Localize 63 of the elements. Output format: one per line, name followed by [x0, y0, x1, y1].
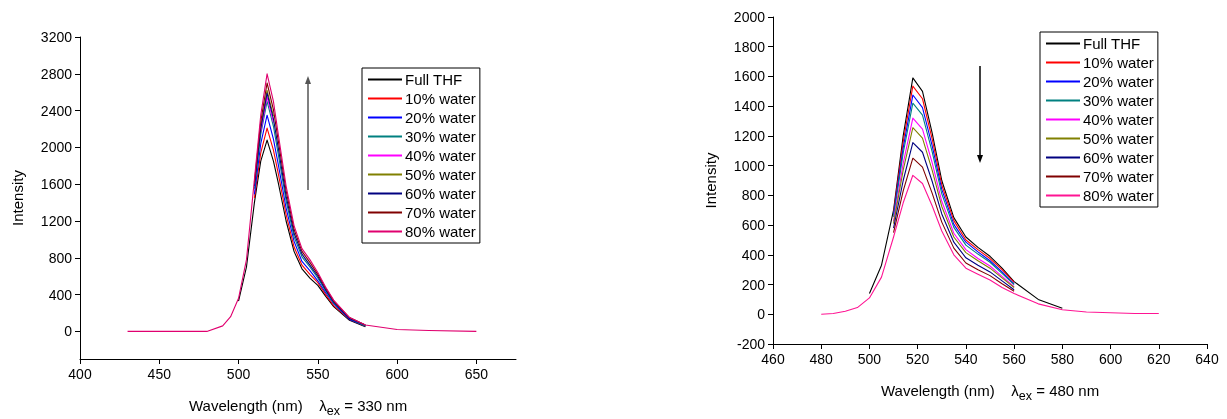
x-tick-label: 650: [464, 366, 489, 382]
y-tick-label: 400: [48, 286, 73, 303]
legend-label: 50% water: [1083, 130, 1154, 147]
x-axis-title: Wavelength (nm) λ$_{ex}$ = 480 nm: [881, 382, 1100, 403]
x-tick-label: 500: [857, 351, 882, 367]
x-tick-label: 560: [1002, 351, 1026, 367]
legend-label: Full THF: [1083, 35, 1141, 52]
y-tick-label: 200: [741, 276, 766, 293]
legend-label: 60% water: [405, 185, 476, 202]
line-series: [820, 174, 1160, 315]
x-tick-label: 480: [809, 351, 834, 367]
x-tick-label: 520: [905, 351, 930, 367]
y-tick-label: 1000: [733, 157, 766, 174]
x-tick-label: 600: [1098, 351, 1123, 367]
x-tick-label: 460: [761, 351, 785, 367]
legend-label: 10% water: [1083, 54, 1154, 71]
y-tick-label: 0: [64, 323, 73, 340]
y-tick-label: 400: [741, 246, 766, 263]
legend-label: 80% water: [405, 223, 476, 240]
y-axis-title: Intensity: [702, 152, 719, 209]
line-series: [127, 73, 477, 332]
legend-label: 40% water: [405, 147, 476, 164]
y-tick-label: 1800: [733, 38, 766, 55]
x-tick-label: 580: [1050, 351, 1075, 367]
legend-label: 70% water: [1083, 168, 1154, 185]
legend-label: 10% water: [405, 90, 476, 107]
legend-label: 30% water: [1083, 92, 1154, 109]
x-tick-label: 400: [68, 366, 92, 382]
y-tick-label: 800: [48, 249, 73, 266]
y-tick-label: 0: [757, 306, 766, 323]
x-tick-label: 450: [147, 366, 172, 382]
legend-label: 70% water: [405, 204, 476, 221]
y-tick-label: 600: [741, 217, 766, 234]
x-tick-label: 640: [1195, 351, 1219, 367]
legend-label: Full THF: [405, 71, 463, 88]
y-tick-label: 2400: [40, 102, 73, 119]
y-tick-label: 1200: [733, 127, 766, 144]
y-tick-label: 3200: [40, 29, 73, 45]
x-tick-label: 540: [954, 351, 978, 367]
x-tick-label: 600: [385, 366, 409, 382]
y-axis-title: Intensity: [9, 169, 26, 226]
y-tick-label: 800: [741, 187, 766, 204]
line-series: [238, 139, 366, 328]
y-tick-label: 1200: [40, 213, 73, 229]
legend-label: 80% water: [1083, 187, 1154, 204]
y-tick-label: 1600: [40, 176, 73, 193]
legend-label: 20% water: [405, 109, 476, 126]
line-series: [868, 77, 1063, 309]
x-tick-label: 620: [1147, 351, 1171, 367]
y-tick-label: -200: [736, 336, 766, 352]
x-tick-label: 500: [226, 366, 251, 382]
legend-label: 50% water: [405, 166, 476, 183]
y-tick-label: 2800: [40, 65, 73, 82]
x-tick-label: 550: [306, 366, 330, 382]
legend-label: 20% water: [1083, 73, 1154, 90]
legend-label: 60% water: [1083, 149, 1154, 166]
legend-label: 40% water: [1083, 111, 1154, 128]
x-axis-title: Wavelength (nm) λ$_{ex}$ = 330 nm: [189, 397, 408, 418]
legend-label: 30% water: [405, 128, 476, 145]
y-tick-label: 2000: [733, 9, 766, 25]
y-tick-label: 1400: [733, 98, 766, 115]
y-tick-label: 2000: [40, 139, 73, 156]
y-tick-label: 1600: [733, 68, 766, 85]
